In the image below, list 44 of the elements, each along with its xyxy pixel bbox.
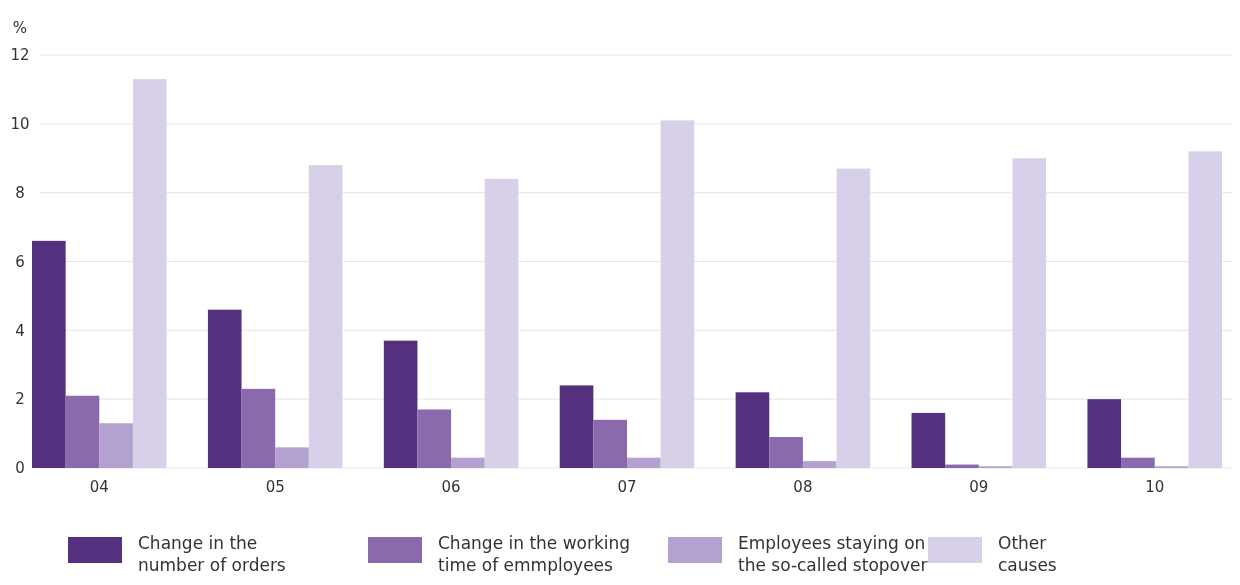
bar [65,395,100,468]
y-tick-label: 6 [15,252,25,271]
bar [241,388,276,468]
y-tick-label: 8 [15,183,25,202]
bar [836,168,871,468]
legend-label: Change in the number of orders [138,533,286,575]
bar [1087,399,1122,468]
y-tick-label: 10 [10,115,30,134]
x-tick-label: 04 [89,478,109,496]
legend-label: Other causes [998,533,1057,575]
bar [735,392,770,468]
y-tick-label: 4 [15,321,25,340]
bar [627,457,661,468]
y-axis-title: % [12,19,28,37]
bar [207,309,242,468]
bar [451,457,485,468]
bar [559,385,594,468]
bar [593,419,627,468]
x-tick-label: 09 [969,478,989,496]
x-tick-label: 05 [265,478,285,496]
y-tick-label: 12 [10,46,30,65]
bar [769,437,803,468]
y-tick-label: 0 [15,459,25,478]
bar [1012,158,1047,468]
legend-label: Employees staying on the so-called stopover [738,533,928,575]
x-tick-label: 08 [793,478,813,496]
bar [1188,151,1222,468]
bar [308,165,343,468]
bar [484,178,519,468]
x-tick-label: 06 [441,478,461,496]
bar [275,447,309,468]
legend-label: Change in the working time of emmployees [438,533,631,575]
bar [132,79,167,468]
bar [660,120,695,468]
bar [1121,457,1155,468]
bar [32,240,66,468]
x-tick-label: 10 [1145,478,1165,496]
y-tick-label: 2 [15,390,25,409]
bar [99,423,133,468]
bar [802,461,837,468]
bar [911,412,946,468]
bar [383,340,418,468]
bar [417,409,452,468]
x-tick-label: 07 [617,478,637,496]
